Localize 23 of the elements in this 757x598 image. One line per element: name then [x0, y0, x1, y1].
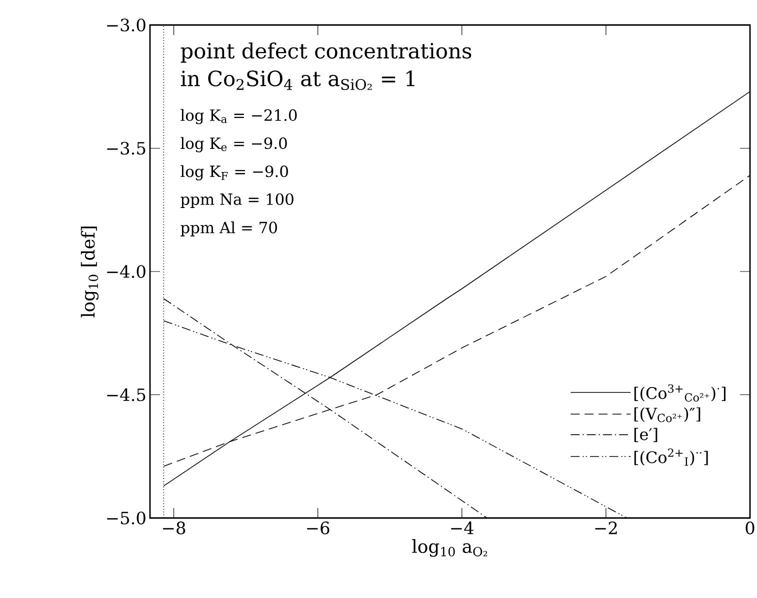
- y-axis-title: log$_{10}$ [def]: [80, 226, 99, 318]
- y-tick-label: −3.5: [107, 142, 146, 155]
- annotation: log K$_{e}$ = −9.0: [180, 137, 287, 152]
- x-tick-label: −8: [163, 522, 186, 534]
- x-tick-label: −4: [451, 522, 474, 534]
- y-tick-label: −3.0: [107, 18, 146, 32]
- annotation: log K$_{F}$ = −9.0: [180, 165, 288, 180]
- y-tick-label: −4.0: [107, 265, 146, 278]
- annotation: in Co$_{2}$SiO$_{4}$ at a$_{SiO₂}$ = 1: [180, 70, 414, 90]
- annotation: ppm Na = 100: [180, 193, 294, 208]
- legend-label: [e′]: [634, 428, 658, 442]
- annotation: ppm Al = 70: [180, 221, 277, 236]
- x-tick-label: 0: [746, 522, 754, 534]
- x-axis-title: log$_{10}$ a$_{O₂}$: [412, 539, 488, 557]
- x-tick-label: −2: [595, 522, 617, 534]
- legend-label: [(Co$^{3+}$$_{Co²⁺}$)$^{·}$]: [634, 384, 726, 402]
- legend-label: [(V$_{Co²⁺}$)″]: [634, 407, 700, 422]
- annotation: point defect concentrations: [180, 42, 472, 63]
- y-tick-label: −4.5: [107, 388, 146, 402]
- legend-label: [(Co$^{2+}$$_{I}$)$^{··}$]: [634, 448, 708, 466]
- y-tick-label: −5.0: [107, 512, 146, 524]
- x-tick-label: −6: [307, 522, 330, 534]
- annotation: log K$_{a}$ = −21.0: [180, 109, 297, 124]
